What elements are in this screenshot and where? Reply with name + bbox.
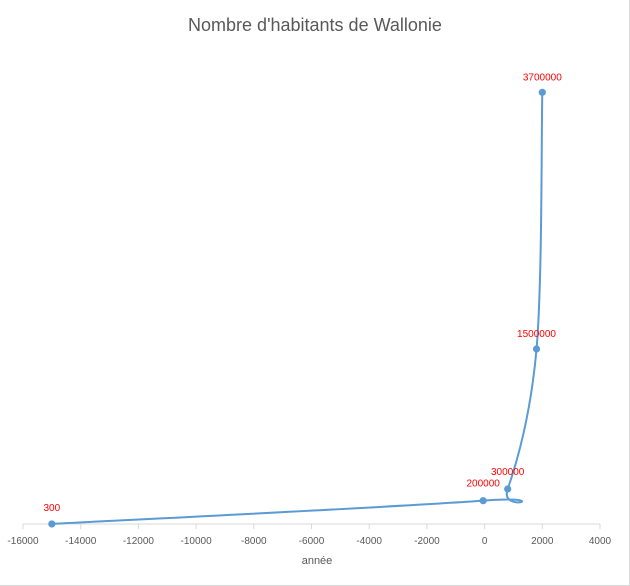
x-tick-label: -8000	[241, 536, 267, 547]
x-axis-ticks: -16000 -14000 -12000 -10000 -8000 -6000 -4000 -…	[7, 524, 612, 547]
x-tick-label: 2000	[531, 536, 554, 547]
data-point	[538, 88, 546, 96]
x-tick-label: -14000	[65, 536, 97, 547]
x-tick-label: -2000	[414, 536, 440, 547]
x-axis-title: année	[302, 555, 333, 567]
x-tick-label: -4000	[356, 536, 382, 547]
data-points	[48, 88, 546, 528]
data-point	[532, 345, 541, 353]
data-point	[504, 485, 512, 493]
data-label: 200000	[466, 479, 500, 490]
series-line	[51, 92, 544, 525]
x-tick-label: -12000	[123, 536, 155, 547]
data-label: 300000	[491, 467, 525, 478]
data-point	[48, 520, 56, 528]
x-tick-label: 4000	[589, 536, 612, 547]
chart-title: Nombre d'habitants de Wallonie	[188, 15, 442, 35]
data-point	[479, 497, 487, 505]
data-label: 1500000	[517, 329, 556, 340]
x-tick-label: -16000	[7, 536, 39, 547]
x-tick-label: 0	[482, 536, 488, 547]
x-tick-label: -6000	[299, 536, 325, 547]
data-label: 3700000	[523, 72, 562, 83]
data-label: 300	[44, 503, 61, 514]
x-tick-label: -10000	[181, 536, 213, 547]
